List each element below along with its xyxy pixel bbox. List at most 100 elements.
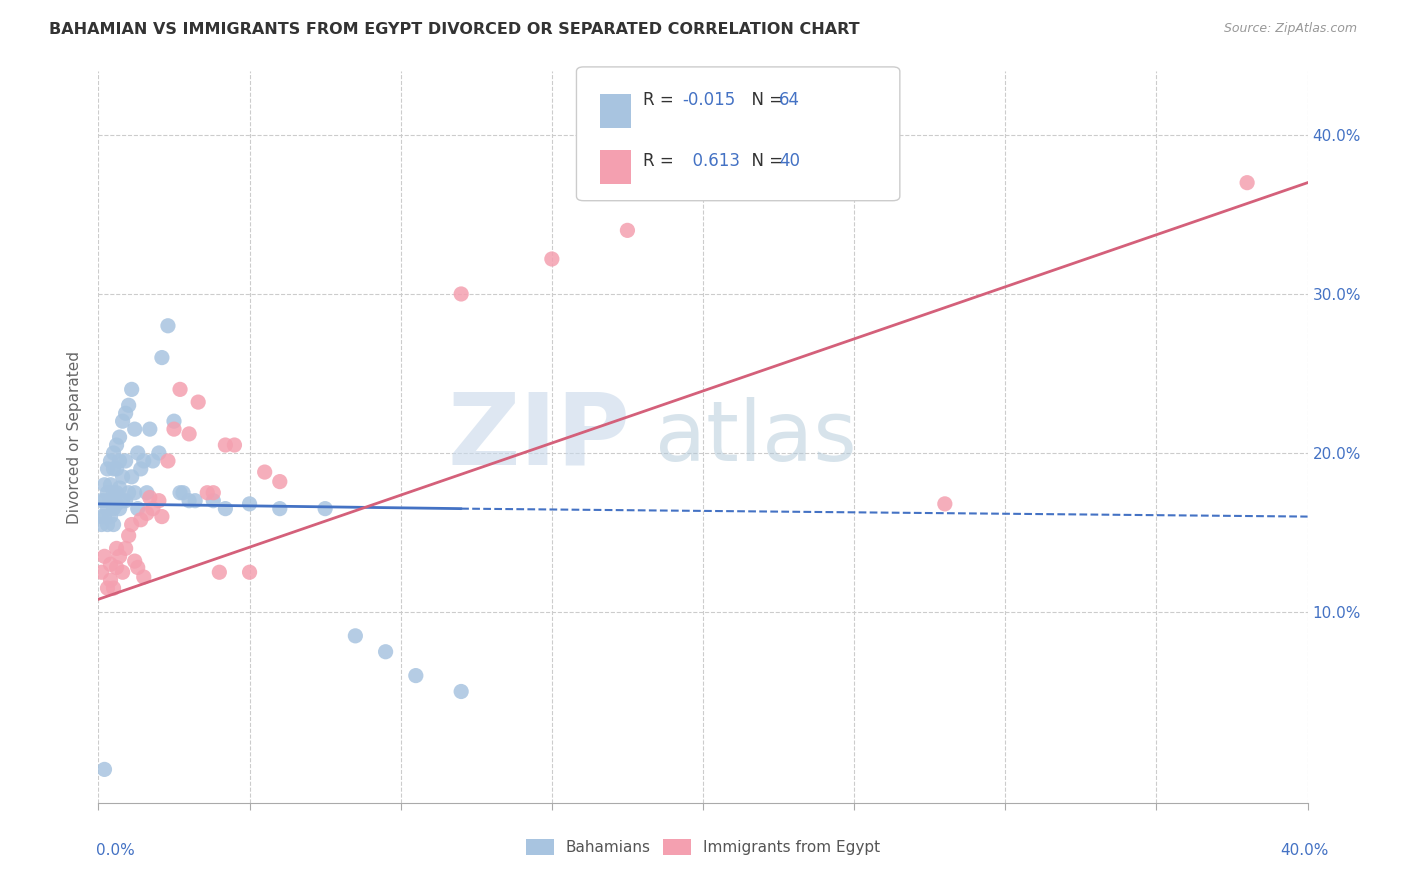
Text: ZIP: ZIP xyxy=(447,389,630,485)
Point xyxy=(179,426,201,441)
Point xyxy=(103,501,125,516)
Point xyxy=(169,485,191,500)
Point xyxy=(169,383,191,397)
Point xyxy=(96,581,118,595)
Text: 64: 64 xyxy=(779,91,800,109)
Y-axis label: Divorced or Separated: Divorced or Separated xyxy=(67,351,83,524)
Point xyxy=(135,507,157,521)
Point xyxy=(139,422,162,436)
Point xyxy=(127,446,149,460)
Point xyxy=(96,517,118,532)
Point xyxy=(105,541,128,556)
Point xyxy=(124,554,146,568)
Point xyxy=(90,493,112,508)
Point xyxy=(127,560,149,574)
Text: R =: R = xyxy=(643,153,679,170)
Point xyxy=(121,383,143,397)
Point xyxy=(103,446,125,460)
Point xyxy=(269,501,291,516)
Point xyxy=(1236,176,1258,190)
Text: N =: N = xyxy=(741,153,789,170)
Point xyxy=(179,493,201,508)
Point xyxy=(103,462,125,476)
Point xyxy=(93,493,115,508)
Point xyxy=(132,570,155,584)
Point xyxy=(187,395,209,409)
Point xyxy=(450,287,472,301)
Point xyxy=(142,454,165,468)
Text: N =: N = xyxy=(741,91,789,109)
Point xyxy=(111,414,134,428)
Point xyxy=(202,493,225,508)
Point xyxy=(93,549,115,564)
Point xyxy=(100,509,122,524)
Point xyxy=(202,485,225,500)
Text: Source: ZipAtlas.com: Source: ZipAtlas.com xyxy=(1223,22,1357,36)
Text: 0.0%: 0.0% xyxy=(96,843,135,858)
Point xyxy=(148,493,170,508)
Point xyxy=(214,438,236,452)
Point xyxy=(111,470,134,484)
Point xyxy=(118,529,141,543)
Point xyxy=(344,629,367,643)
Point xyxy=(127,501,149,516)
Point xyxy=(148,446,170,460)
Point xyxy=(103,517,125,532)
Point xyxy=(208,566,231,580)
Point xyxy=(93,509,115,524)
Point xyxy=(269,475,291,489)
Point xyxy=(224,438,246,452)
Text: -0.015: -0.015 xyxy=(682,91,735,109)
Point xyxy=(105,560,128,574)
Point xyxy=(90,566,112,580)
Point xyxy=(374,645,396,659)
Point xyxy=(103,485,125,500)
Point xyxy=(105,462,128,476)
Point xyxy=(108,481,131,495)
Point xyxy=(239,497,262,511)
Point xyxy=(184,493,207,508)
Point xyxy=(450,684,472,698)
Point xyxy=(114,406,136,420)
Point xyxy=(150,351,173,365)
Point xyxy=(156,318,179,333)
Point xyxy=(239,566,262,580)
Point xyxy=(118,485,141,500)
Point xyxy=(100,558,122,572)
Point xyxy=(214,501,236,516)
Point xyxy=(114,454,136,468)
Point xyxy=(121,517,143,532)
Point xyxy=(90,517,112,532)
Text: 0.613: 0.613 xyxy=(682,153,740,170)
Point xyxy=(135,485,157,500)
Point xyxy=(156,454,179,468)
Point xyxy=(103,581,125,595)
Text: 40.0%: 40.0% xyxy=(1281,843,1329,858)
Point xyxy=(129,513,152,527)
Text: 40: 40 xyxy=(779,153,800,170)
Point xyxy=(172,485,194,500)
Point xyxy=(100,573,122,587)
Point xyxy=(114,493,136,508)
Point xyxy=(118,398,141,412)
Point xyxy=(163,422,186,436)
Legend: Bahamians, Immigrants from Egypt: Bahamians, Immigrants from Egypt xyxy=(520,833,886,861)
Point xyxy=(142,501,165,516)
Point xyxy=(129,462,152,476)
Point xyxy=(121,470,143,484)
Point xyxy=(108,549,131,564)
Point xyxy=(114,541,136,556)
Point xyxy=(616,223,638,237)
Point xyxy=(108,454,131,468)
Point xyxy=(105,438,128,452)
Text: atlas: atlas xyxy=(655,397,856,477)
Point xyxy=(96,501,118,516)
Point xyxy=(96,485,118,500)
Point xyxy=(105,485,128,500)
Point xyxy=(405,668,427,682)
Point xyxy=(108,430,131,444)
Point xyxy=(93,477,115,491)
Point xyxy=(195,485,218,500)
Text: BAHAMIAN VS IMMIGRANTS FROM EGYPT DIVORCED OR SEPARATED CORRELATION CHART: BAHAMIAN VS IMMIGRANTS FROM EGYPT DIVORC… xyxy=(49,22,860,37)
Point xyxy=(105,497,128,511)
